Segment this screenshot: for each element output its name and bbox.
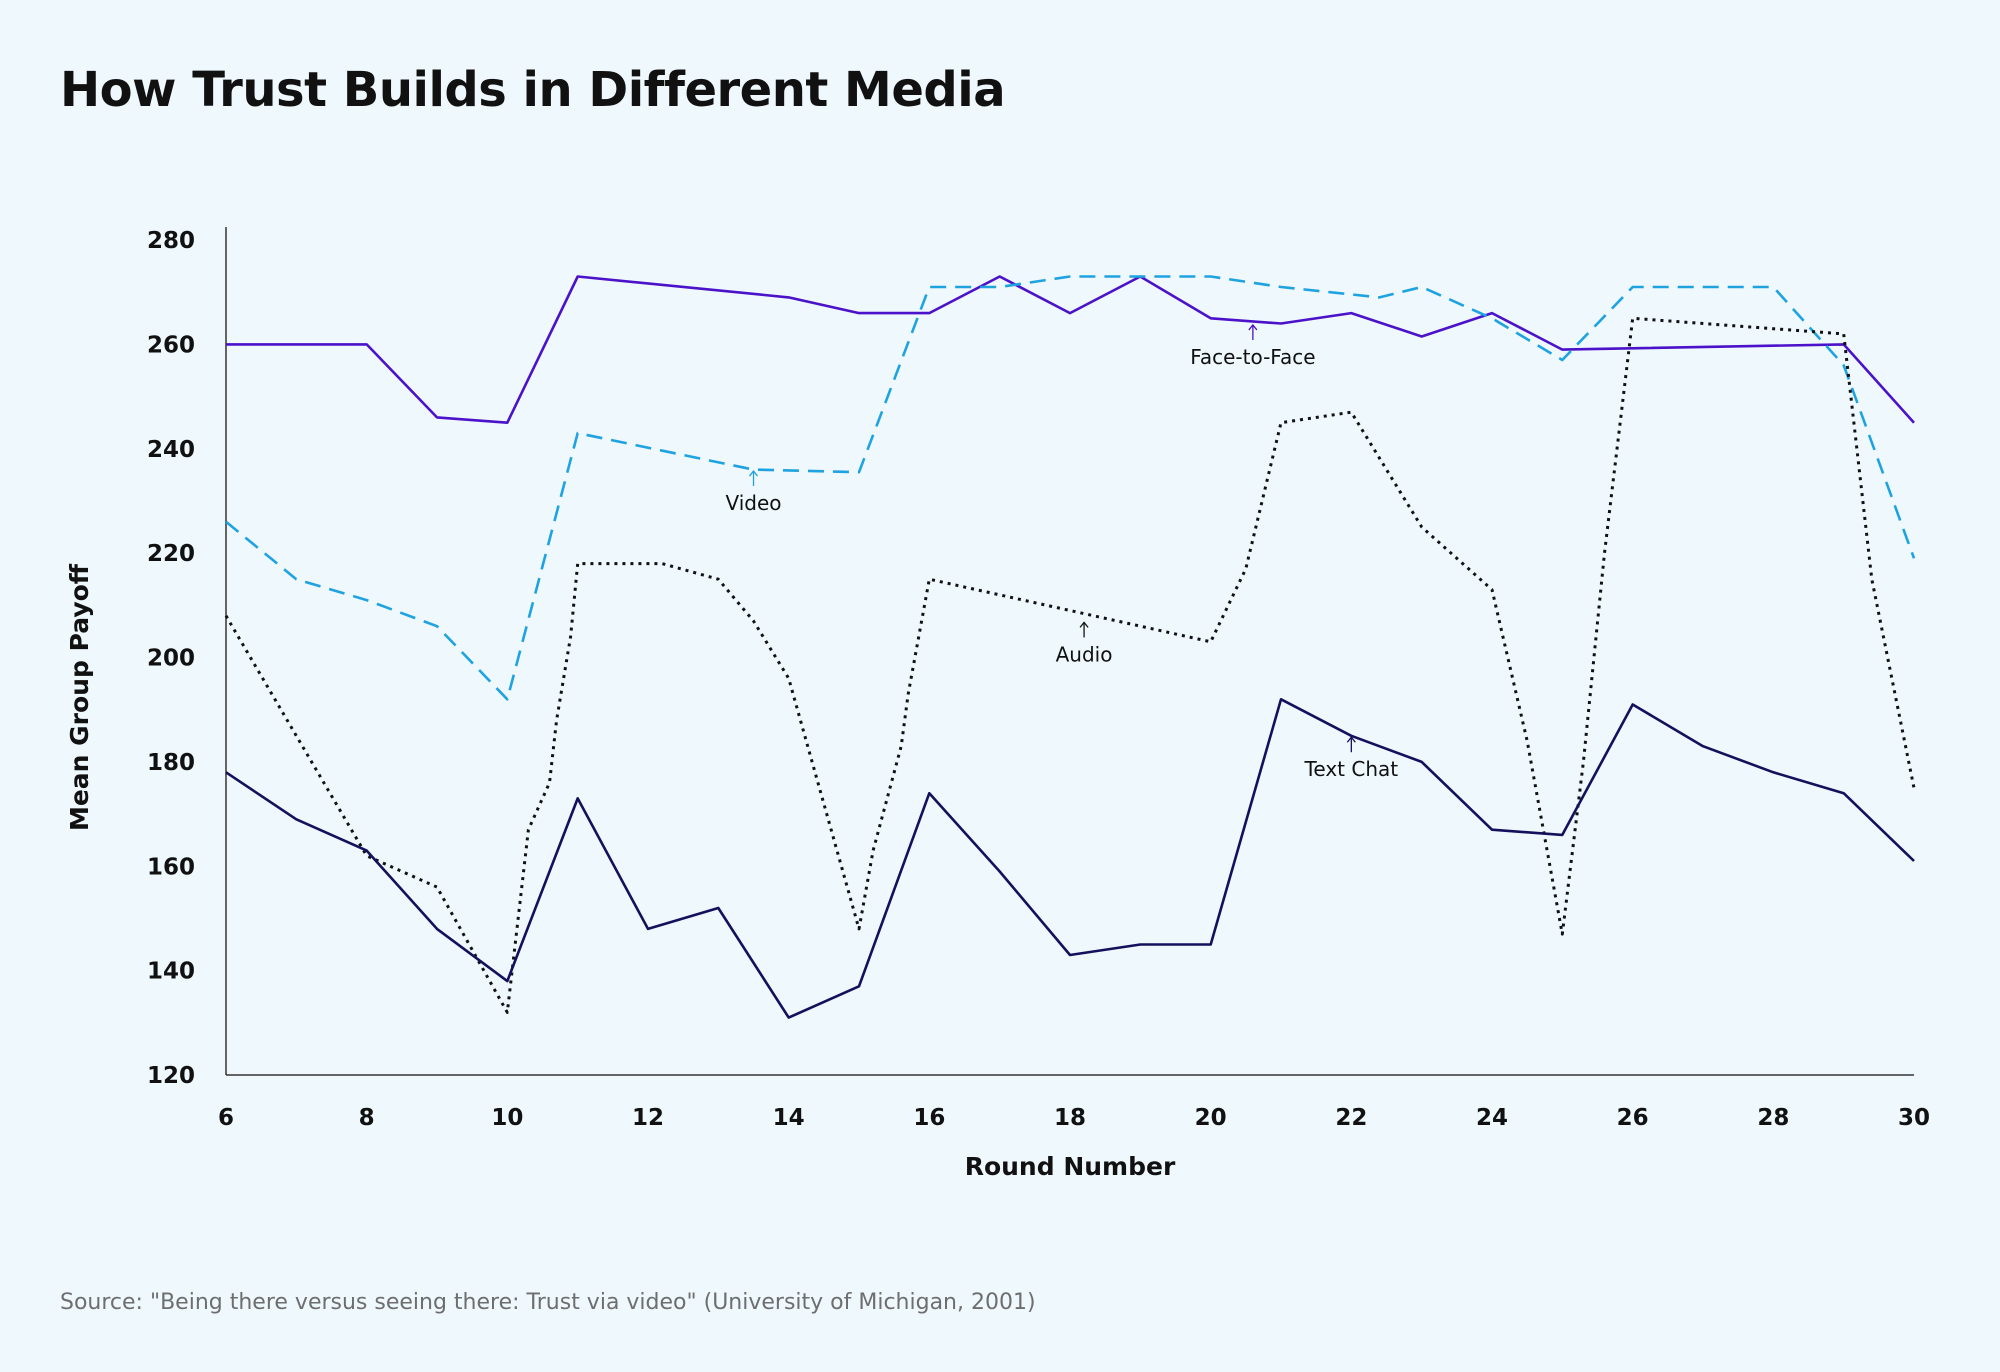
x-tick-label: 30 [1898,1105,1930,1131]
x-tick-label: 14 [773,1105,805,1131]
x-tick-label: 22 [1335,1105,1367,1131]
y-axis-ticks: 120 140 160 180 200 220 240 260 280 [147,228,195,1089]
x-tick-label: 18 [1054,1105,1086,1131]
y-tick-label: 240 [147,437,195,463]
x-tick-label: 20 [1195,1105,1227,1131]
annotation-arrowhead-icon [1248,323,1258,331]
y-tick-label: 140 [147,959,195,985]
y-tick-label: 260 [147,332,195,358]
annotation-text-chat: Text Chat [1304,736,1399,781]
annotation-audio: Audio [1056,621,1113,666]
x-tick-label: 10 [491,1105,523,1131]
annotation-arrowhead-icon [1346,736,1356,743]
annotation-arrowhead-icon [748,470,759,477]
y-tick-label: 220 [147,541,195,567]
y-tick-label: 280 [147,228,195,254]
series-line-audio [224,316,1916,1014]
annotation-arrowhead-icon [1079,621,1089,628]
annotation-video: Video [725,470,782,515]
x-tick-label: 26 [1617,1105,1649,1131]
chart-title: How Trust Builds in Different Media [60,62,1006,118]
x-tick-label: 24 [1476,1105,1508,1131]
annotation-label: Face-to-Face [1190,345,1315,369]
annotation-face-to-face: Face-to-Face [1190,323,1316,369]
series-lines [224,275,1916,1019]
annotations: Face-to-Face Video Audio Text Chat [725,323,1399,781]
y-tick-label: 200 [147,646,195,672]
y-tick-label: 160 [147,854,195,880]
y-tick-label: 180 [147,750,195,776]
x-axis-label: Round Number [965,1152,1176,1181]
annotation-label: Video [725,491,781,515]
series-line-text-chat [225,697,1915,1019]
source-note: Source: "Being there versus seeing there… [60,1290,1036,1315]
x-tick-label: 28 [1757,1105,1789,1131]
series-line-face-to-face [226,275,1915,425]
annotation-label: Audio [1056,642,1113,666]
annotation-label: Text Chat [1304,757,1399,781]
y-tick-label: 120 [147,1063,195,1089]
axes [225,227,1914,1076]
series-line-video [225,275,1916,701]
x-tick-label: 12 [632,1105,664,1131]
x-tick-label: 16 [913,1105,945,1131]
x-tick-label: 8 [359,1105,375,1131]
x-tick-label: 6 [218,1105,234,1131]
x-axis-ticks: 6 8 10 12 14 16 18 20 22 24 26 28 30 [218,1105,1930,1131]
y-axis-label: Mean Group Payoff [65,563,94,831]
